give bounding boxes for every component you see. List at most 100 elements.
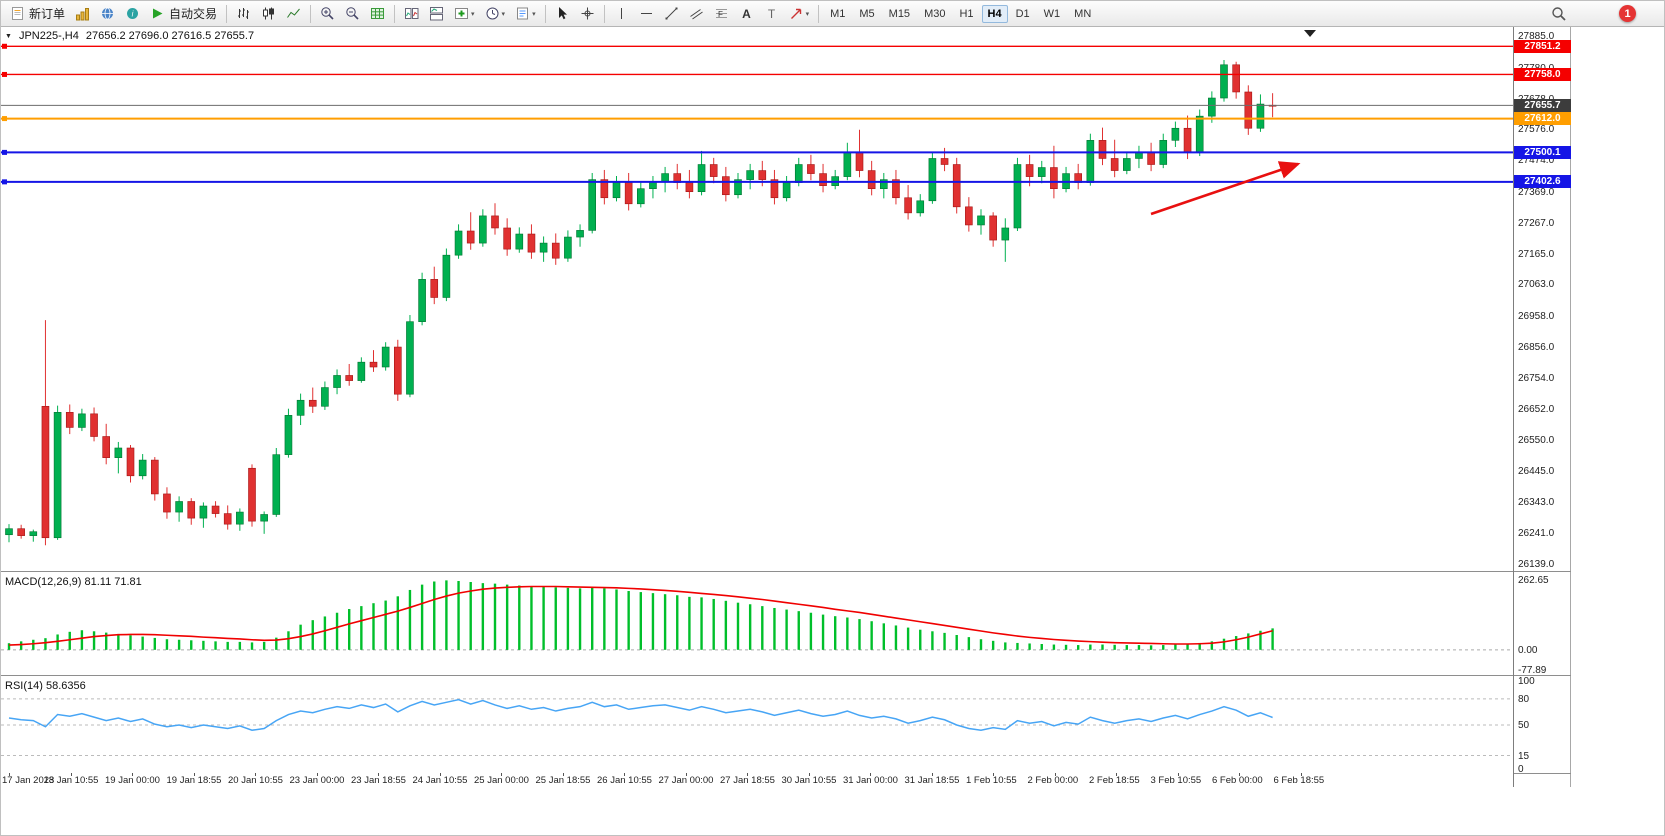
rsi-axis-label: 50 <box>1518 720 1530 731</box>
price-level-badge: 27500.1 <box>1514 145 1571 159</box>
fibonacci-button[interactable]: F <box>710 2 733 26</box>
timeframe-m15[interactable]: M15 <box>888 7 911 20</box>
time-axis-tick <box>1300 773 1302 776</box>
channel-button[interactable] <box>685 2 708 26</box>
text-button[interactable]: A <box>735 2 758 26</box>
time-axis-tick <box>1054 773 1056 776</box>
hline-icon <box>639 6 654 21</box>
clock-icon <box>485 6 500 21</box>
time-axis-label: 26 Jan 10:55 <box>597 775 652 786</box>
chevron-down-icon: ▾ <box>805 10 810 18</box>
tile-h-icon <box>429 6 444 21</box>
price-level-badge: 27612.0 <box>1514 112 1571 126</box>
time-axis-tick <box>501 773 502 776</box>
timeframe-mn[interactable]: MN <box>1074 7 1092 20</box>
tile-windows-button[interactable] <box>366 2 389 26</box>
timeframe-h1[interactable]: H1 <box>959 7 974 20</box>
time-axis-label: 6 Feb 18:55 <box>1273 775 1325 786</box>
time-axis-tick <box>316 773 318 776</box>
timeframe-w1[interactable]: W1 <box>1043 7 1061 20</box>
bar-chart-button[interactable] <box>232 2 255 26</box>
time-axis-tick <box>439 773 441 776</box>
rsi-panel: RSI(14) 58.6356 <box>1 677 1513 773</box>
chevron-down-icon: ▾ <box>471 10 475 18</box>
timeframe-m1[interactable]: M1 <box>830 7 846 20</box>
panel-divider[interactable] <box>1 571 1571 572</box>
price-chart-canvas[interactable] <box>1 27 1513 571</box>
levels-layer <box>1 43 1513 185</box>
new-order-button[interactable]: 新订单 <box>6 2 69 26</box>
panel-divider[interactable] <box>1 675 1571 676</box>
svg-text:F: F <box>718 10 723 19</box>
arrange-charts-button[interactable] <box>400 2 423 26</box>
vertical-line-button[interactable] <box>610 2 633 26</box>
cursor-button[interactable] <box>551 2 574 26</box>
notification-badge[interactable]: 1 <box>1619 5 1636 22</box>
macd-chart-canvas[interactable] <box>1 573 1513 675</box>
chart-symbol-timeframe: JPN225-,H4 <box>18 30 79 42</box>
trendline-icon <box>664 6 679 21</box>
price-axis-label: 26958.0 <box>1518 311 1555 323</box>
chart-window: ▼ JPN225-,H4 27656.2 27696.0 27616.5 276… <box>1 27 1571 787</box>
templates-button[interactable]: ▾ <box>511 2 540 26</box>
shapes-button[interactable]: ▾ <box>785 2 814 26</box>
trendline-button[interactable] <box>660 2 683 26</box>
time-axis-tick <box>1116 773 1117 776</box>
time-axis-label: 27 Jan 00:00 <box>658 775 714 786</box>
info-button[interactable]: i <box>121 2 144 26</box>
horizontal-line-button[interactable] <box>635 2 658 26</box>
zoom-in-icon <box>320 6 335 21</box>
rsi-chart-canvas[interactable] <box>1 677 1513 773</box>
timeframe-h4[interactable]: H4 <box>981 4 1008 23</box>
price-axis-label: 27576.0 <box>1518 124 1555 136</box>
auto-trading-button[interactable]: 自动交易 <box>146 2 221 26</box>
search-icon <box>1551 6 1566 21</box>
market-watch-button[interactable] <box>96 2 119 26</box>
bars-icon <box>236 6 251 21</box>
charts-button[interactable] <box>71 2 94 26</box>
price-panel: ▼ JPN225-,H4 27656.2 27696.0 27616.5 276… <box>1 27 1513 571</box>
label-button[interactable]: T <box>760 2 783 26</box>
fibo-icon: F <box>714 6 729 21</box>
time-axis-label: 2 Feb 00:00 <box>1027 775 1079 786</box>
svg-text:i: i <box>132 10 134 19</box>
rsi-axis-label: 15 <box>1518 750 1530 762</box>
chart-ohlc-values: 27656.2 27696.0 27616.5 27655.7 <box>85 30 255 42</box>
toolbar-separator <box>818 4 820 23</box>
price-axis-label: 26241.0 <box>1518 527 1555 539</box>
indicators-button[interactable]: ▾ <box>450 2 479 26</box>
time-axis-label: 27 Jan 18:55 <box>720 775 775 786</box>
price-level-badge: 27851.2 <box>1514 39 1571 53</box>
timeframe-m30[interactable]: M30 <box>924 7 946 20</box>
zoom-out-button[interactable] <box>341 2 364 26</box>
price-level-badge: 27655.7 <box>1514 98 1571 112</box>
chart-shift-marker <box>1304 30 1316 37</box>
macd-header: MACD(12,26,9) 81.11 71.81 <box>5 576 142 588</box>
time-axis-label: 31 Jan 18:55 <box>904 775 960 786</box>
time-axis-label: 30 Jan 10:55 <box>781 775 837 786</box>
time-axis-label: 2 Feb 18:55 <box>1089 775 1140 786</box>
search-button[interactable] <box>1547 2 1570 26</box>
time-axis-label: 31 Jan 00:00 <box>843 775 898 786</box>
time-axis[interactable]: 17 Jan 2023 18 Jan 10:55 19 Jan 00:00 19 Ja… <box>1 773 1513 787</box>
rsi-header: RSI(14) 58.6356 <box>5 680 86 692</box>
main-toolbar: 新订单 i 自动交易 ▾ ▾ ▾ F A T ▾ M1 M5 M15 M30 H1 H4 D1 W1 MN 1 <box>1 1 1664 27</box>
crosshair-button[interactable] <box>576 2 599 26</box>
channel-icon <box>689 6 704 21</box>
time-axis-tick <box>685 773 687 776</box>
periods-button[interactable]: ▾ <box>481 2 510 26</box>
timeframe-m5[interactable]: M5 <box>859 7 875 20</box>
rsi-axis-label: 80 <box>1518 693 1530 705</box>
price-axis-label: 27165.0 <box>1518 248 1555 260</box>
cascade-charts-button[interactable] <box>425 2 448 26</box>
toolbar-separator <box>544 4 546 23</box>
time-axis-label: 17 Jan 2023 <box>2 775 55 786</box>
collapse-triangle-icon[interactable]: ▼ <box>5 32 12 40</box>
timeframe-d1[interactable]: D1 <box>1015 7 1030 20</box>
candle-chart-button[interactable] <box>257 2 280 26</box>
zoom-in-button[interactable] <box>316 2 339 26</box>
price-axis[interactable]: 27885.027780.027678.027576.027474.027369… <box>1513 27 1571 787</box>
line-chart-button[interactable] <box>282 2 305 26</box>
auto-trading-button-label: 自动交易 <box>169 7 218 21</box>
label-t-icon: T <box>764 6 779 21</box>
